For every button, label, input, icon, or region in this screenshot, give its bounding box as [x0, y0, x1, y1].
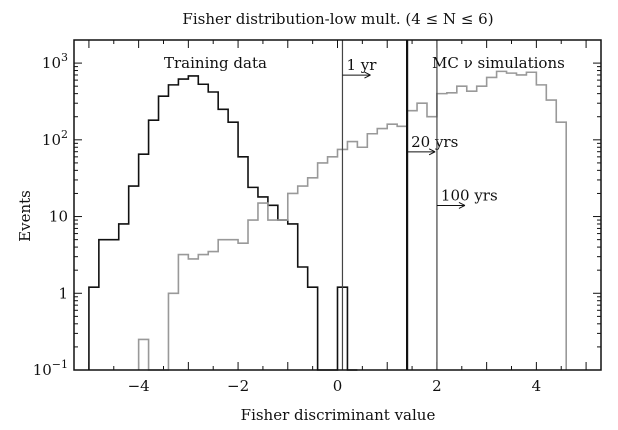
x-tick-label: −4: [128, 377, 150, 395]
y-tick-label: 1: [58, 284, 68, 302]
y-axis-label: Events: [16, 190, 34, 242]
annotation-training-data: Training data: [164, 54, 267, 72]
cut-lines-layer: 1 yr 20 yrs 100 yrs: [341, 40, 498, 370]
cut-arrowhead-2: [428, 148, 436, 156]
y-tick-label: 10: [49, 208, 68, 226]
cut-label-1: 1 yr: [346, 56, 377, 74]
cut-arrowhead-1: [364, 71, 371, 79]
chart-title: Fisher distribution-low mult. (4 ≤ N ≤ 6…: [182, 10, 493, 28]
series-training-data: [88, 75, 358, 371]
y-tick-label: 102: [42, 128, 68, 149]
annotation-mc-simulations: MC ν simulations: [432, 54, 565, 72]
series-mc-simulations: [137, 70, 567, 371]
x-tick-label: 4: [532, 377, 542, 395]
series-layer: [88, 70, 567, 371]
x-tick-label: −2: [227, 377, 249, 395]
y-tick-label: 103: [42, 51, 68, 72]
cut-label-3: 100 yrs: [441, 186, 498, 204]
cut-arrowhead-3: [458, 202, 466, 209]
y-axis-ticks: 10−1 1 10 102 103: [33, 39, 601, 379]
cut-label-2: 20 yrs: [411, 133, 458, 151]
plot-frame: [73, 39, 602, 371]
x-tick-label: 0: [333, 377, 343, 395]
x-tick-label: 2: [432, 377, 442, 395]
y-tick-label: 10−1: [33, 358, 68, 379]
x-axis-label: Fisher discriminant value: [241, 406, 436, 424]
